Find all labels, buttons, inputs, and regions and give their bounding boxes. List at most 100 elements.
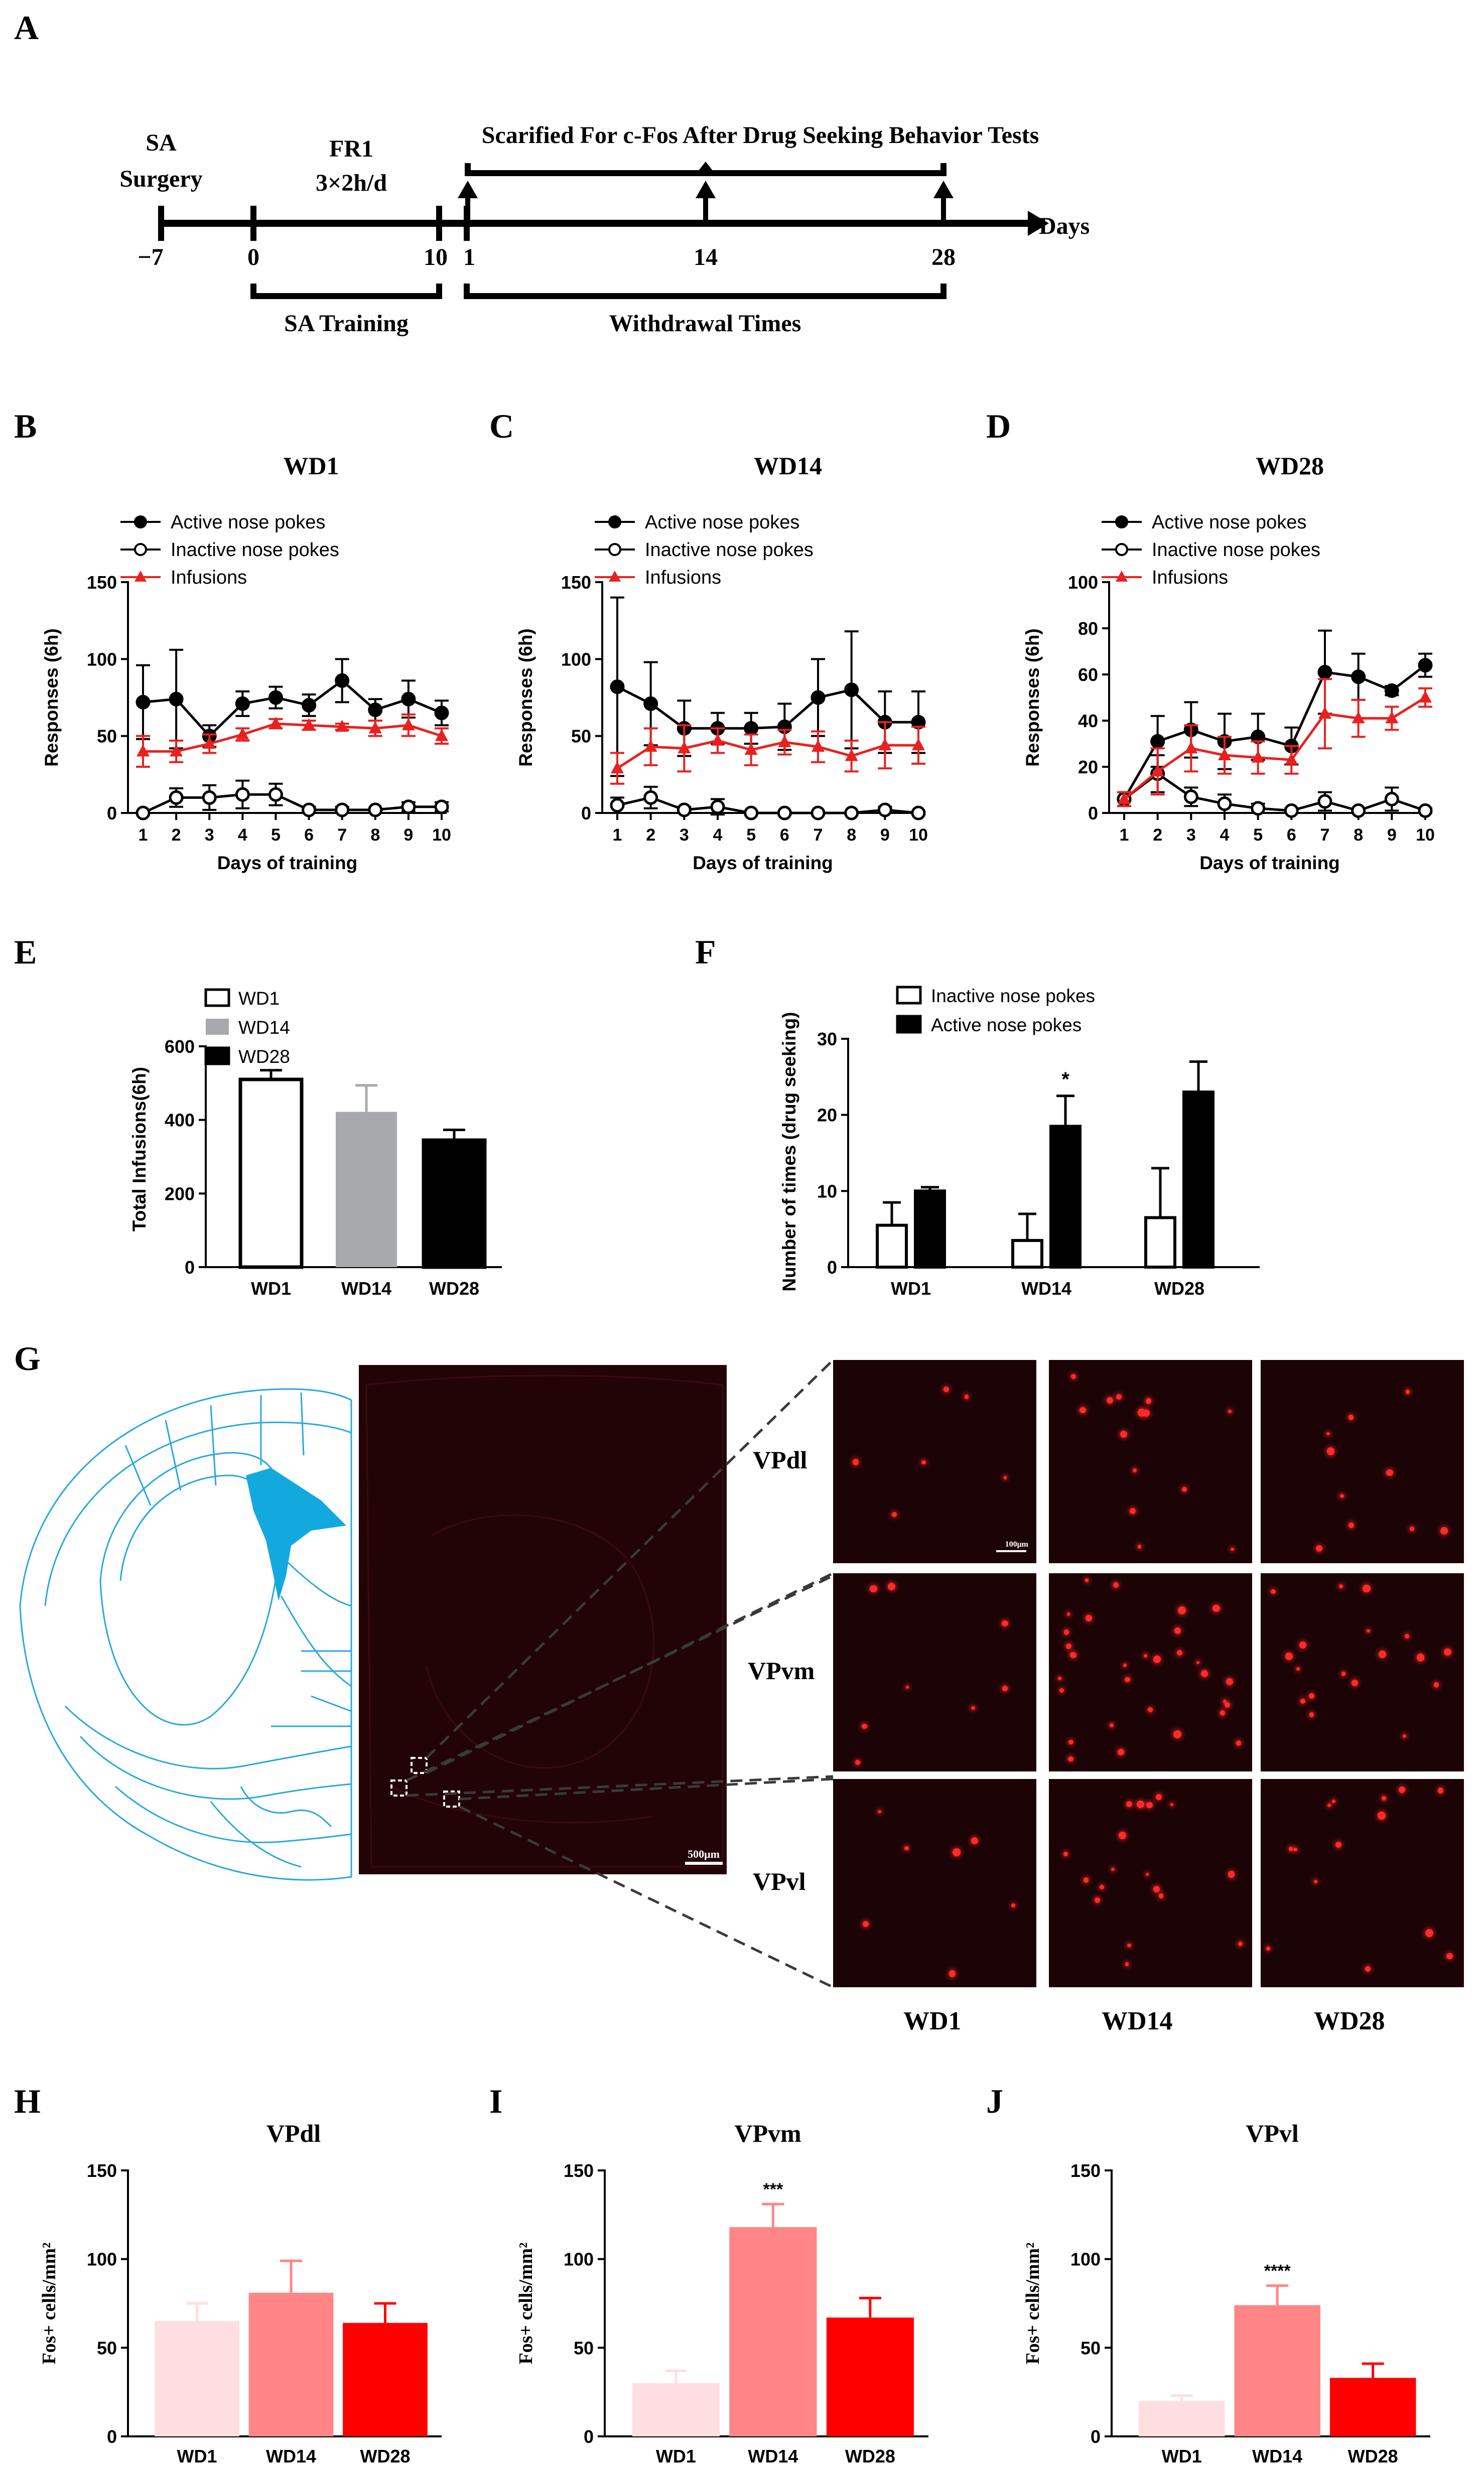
data-point [137,744,150,757]
bar-wd1 [155,2321,239,2436]
fos-positive-cell [1410,1526,1415,1531]
sa-training-bracket [250,284,442,299]
x-tick-label: WD1 [656,2446,696,2466]
bar-wd14 [336,1112,397,1267]
fos-positive-cell [943,1387,950,1393]
micrograph-vpdl-wd28 [1261,1360,1464,1563]
y-tick-label: 150 [87,2160,117,2181]
fos-positive-cell [971,1706,975,1710]
fos-positive-cell [1352,1679,1359,1687]
series-1 [610,785,926,820]
fos-positive-cell [1437,1788,1444,1794]
y-tick-label: 0 [107,2426,117,2447]
data-point [235,787,250,802]
data-point [335,720,349,732]
data-point [878,738,892,751]
sacrificed-label: Scarified For c-Fos After Drug Seeking B… [482,122,1039,149]
x-tick-label: 4 [1220,826,1230,845]
legend-marker [608,515,621,528]
y-tick-label: 150 [564,2160,594,2181]
micro-scale-bar [996,1550,1026,1552]
data-point [236,727,249,740]
fos-positive-cell [1228,1410,1232,1414]
data-point [435,729,448,741]
x-tick-label: 5 [1253,826,1263,845]
fos-positive-cell [1296,1667,1300,1671]
tick-1: 1 [463,244,475,270]
micrograph-vpvm-wd28 [1261,1573,1464,1771]
fos-positive-cell [1083,1877,1089,1883]
bar-active [1049,1125,1082,1269]
x-tick-label: 6 [780,826,789,845]
training-chart-wd14: WD14 0 50 100 150 1 2 3 4 5 6 7 8 9 10 Days of training… [515,452,928,873]
fos-positive-cell [1434,1682,1439,1688]
data-point [643,790,658,805]
fos-positive-cell [1059,1688,1064,1693]
bar-inactive [1144,1216,1176,1269]
fos-positive-cell [1425,1929,1434,1938]
fos-positive-cell [1011,1903,1015,1907]
data-point [1352,711,1365,724]
data-point [368,703,383,718]
series-2 [1117,678,1432,807]
chart-title: VPdl [266,2119,321,2147]
panel-letter-a: A [14,9,39,47]
fos-positive-cell [1348,1523,1354,1529]
x-tick-label: WD14 [266,2446,316,2466]
data-point [1150,734,1165,749]
legend-swatch [206,1019,229,1035]
tick-minus7: −7 [138,244,163,270]
data-point [1418,658,1433,673]
sa-training-label: SA Training [284,310,409,337]
chart-title: WD28 [1256,452,1324,480]
x-tick-label: WD1 [891,1278,931,1299]
data-point [269,717,283,729]
x-tick-label: 9 [403,826,413,845]
fos-chart-vpdl: VPdl 0 50 100 150 WD1 WD14 WD28 Fos+ cells/mm² [39,2119,442,2466]
legend-swatch [896,1015,922,1034]
fos-positive-cell [1378,1812,1386,1820]
data-point [1118,792,1131,804]
fos-positive-cell [1378,1651,1386,1659]
data-point [611,761,624,774]
bar-wd14 [248,2292,334,2436]
drug-seeking-chart: 0 10 20 30 WD1 WD14 * WD28 Number of times (drug… [779,986,1260,1299]
fos-chart-vpvl: VPvl 0 50 100 150 WD1 WD14 **** WD28 Fos+ cells/m… [1022,2119,1430,2466]
legend-swatch [896,986,922,1005]
fos-positive-cell [1367,1629,1370,1633]
data-point [302,698,317,713]
legend-swatch [204,1046,230,1065]
y-tick-label: 50 [571,726,591,747]
y-tick-label: 50 [574,2338,594,2358]
legend-label-inactive: Inactive nose pokes [171,539,339,561]
y-tick-label: 100 [1070,2249,1101,2270]
data-point [844,805,859,820]
legend-marker [609,571,621,582]
fos-positive-cell [1153,1655,1161,1663]
y-tick-label: 50 [1081,2338,1101,2358]
overview-tissue-outline [365,1375,724,1868]
data-point [844,682,859,698]
y-axis-label: Responses (6h) [41,628,62,767]
data-point [1317,794,1332,809]
x-tick-label: WD14 [1252,2446,1302,2466]
days-label: Days [1039,213,1090,239]
micrograph-vpvl-wd28 [1261,1779,1464,1987]
micro-scale-label: 100μm [1005,1540,1028,1549]
legend-label-active: Active nose pokes [171,512,325,533]
bar-wd1 [238,1077,304,1269]
fos-positive-cell [870,1585,877,1592]
series-line [1123,664,1426,800]
legend-marker [1115,515,1128,528]
data-point [169,790,184,805]
fos-positive-cell [1063,1629,1069,1635]
data-point [1251,750,1265,763]
data-point [1184,741,1198,754]
x-axis-label: Days of training [693,853,833,873]
bar-wd14 [1234,2305,1320,2436]
fos-positive-cell [1173,1730,1182,1738]
data-point [203,737,216,749]
fos-positive-cell [1068,1756,1073,1762]
x-tick-label: 6 [1287,826,1296,845]
